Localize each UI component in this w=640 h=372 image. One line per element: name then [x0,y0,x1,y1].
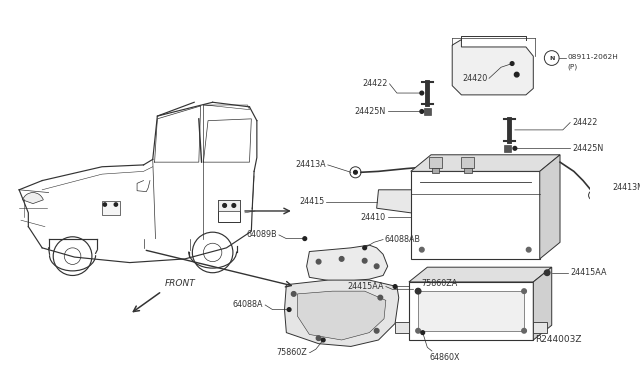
Circle shape [378,295,383,300]
Bar [218,200,240,222]
Polygon shape [540,155,560,259]
Circle shape [510,62,514,65]
Bar [533,321,547,333]
Text: 08911-2062H: 08911-2062H [568,54,618,60]
Circle shape [374,264,379,269]
Bar [395,321,409,333]
Circle shape [416,328,420,333]
Circle shape [513,147,516,150]
Polygon shape [298,291,386,340]
Circle shape [393,285,397,288]
Circle shape [232,203,236,207]
Bar [464,168,472,173]
Text: 75860Z: 75860Z [276,349,308,357]
Circle shape [354,170,357,174]
Text: 64088A: 64088A [233,301,263,310]
Text: 24415AA: 24415AA [348,282,384,291]
Circle shape [363,246,367,250]
Polygon shape [411,155,560,171]
Bar [429,157,442,168]
Circle shape [291,292,296,296]
Text: 64088AB: 64088AB [385,235,421,244]
Text: R244003Z: R244003Z [534,335,581,344]
Bar [424,108,431,115]
Bar [461,157,474,168]
Circle shape [339,257,344,261]
Bar [218,200,240,211]
Text: 24410: 24410 [361,213,386,222]
Text: (P): (P) [568,63,578,70]
Text: 24422: 24422 [572,118,597,127]
Circle shape [287,308,291,311]
Circle shape [114,203,118,206]
Polygon shape [285,280,399,346]
Text: 24415: 24415 [299,197,324,206]
Bar [409,282,533,340]
Circle shape [374,328,379,333]
Text: 24415AA: 24415AA [570,268,607,277]
Text: 24425N: 24425N [572,144,604,153]
Bar [411,171,540,259]
Circle shape [316,259,321,264]
Circle shape [415,288,421,294]
Circle shape [522,289,526,294]
Circle shape [421,331,424,334]
Text: 64860X: 64860X [429,353,460,362]
Circle shape [545,270,550,276]
Bar [504,145,511,151]
Polygon shape [452,39,533,95]
Circle shape [515,72,519,77]
Circle shape [420,91,424,95]
Text: 24425N: 24425N [355,107,386,116]
Text: 75860ZA: 75860ZA [422,279,458,288]
Text: 24422: 24422 [362,79,388,88]
Circle shape [316,336,321,340]
Circle shape [419,247,424,252]
Circle shape [103,203,106,206]
Circle shape [591,193,595,197]
Polygon shape [307,245,388,282]
Circle shape [420,110,424,113]
Text: 24413A: 24413A [295,160,326,169]
Polygon shape [377,190,434,213]
Circle shape [522,328,526,333]
Text: N: N [549,55,554,61]
Wedge shape [22,193,44,203]
Bar [418,291,524,331]
Bar [432,168,439,173]
Text: 24413M: 24413M [612,183,640,192]
Circle shape [321,338,325,342]
Text: 64089B: 64089B [246,230,277,240]
Circle shape [362,259,367,263]
Circle shape [223,203,227,207]
Polygon shape [533,267,552,340]
Text: 24420: 24420 [462,74,487,83]
Polygon shape [409,267,552,282]
Text: FRONT: FRONT [164,279,195,288]
Circle shape [526,247,531,252]
Circle shape [303,237,307,240]
Circle shape [416,289,420,294]
Bar [102,201,120,215]
